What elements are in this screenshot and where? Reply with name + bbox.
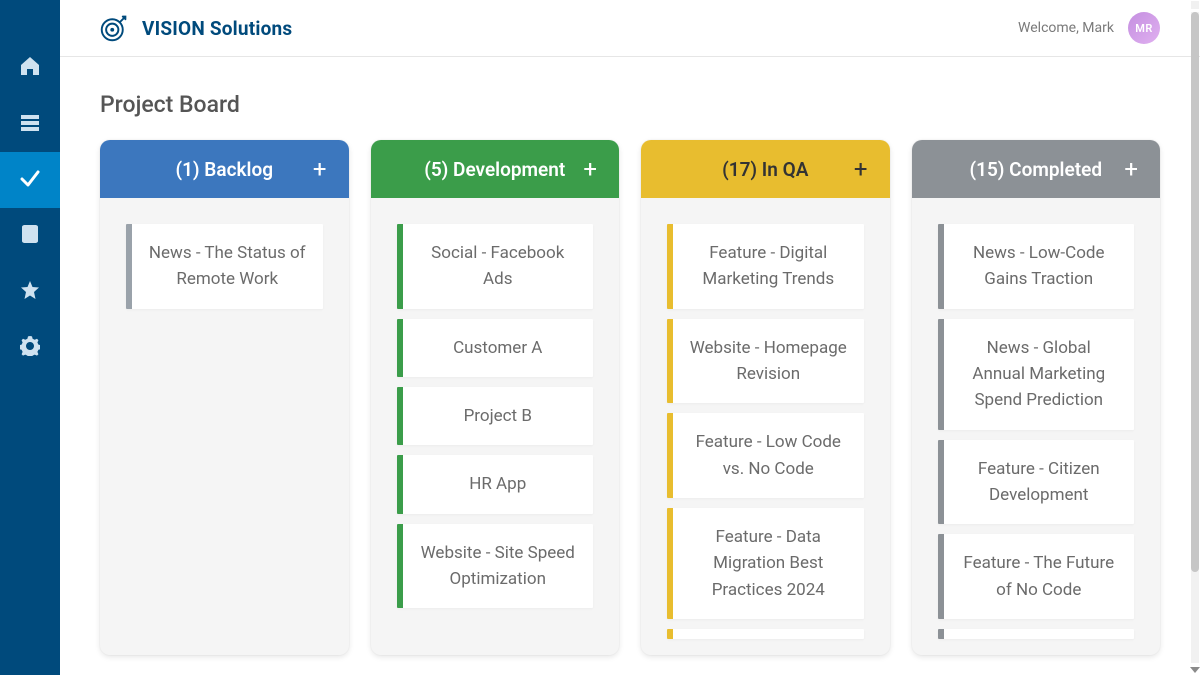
column-title: (5) Development [424, 158, 565, 181]
home-icon [20, 56, 40, 80]
column-add-button[interactable]: + [854, 157, 868, 181]
card[interactable]: Feature - Data Migration Best Practices … [667, 508, 864, 619]
sidebar-item-check[interactable] [0, 152, 60, 208]
page-title: Project Board [60, 57, 1200, 140]
column-body: Feature - Digital Marketing Trends Websit… [641, 198, 890, 655]
welcome-text: Welcome, Mark [1018, 20, 1114, 36]
check-icon [20, 168, 40, 192]
board: (1) Backlog + News - The Status of Remote … [60, 140, 1200, 675]
star-icon [20, 280, 40, 304]
column-title: (17) In QA [722, 158, 808, 181]
main-area: VISION Solutions Welcome, Mark MR Projec… [60, 0, 1200, 675]
card[interactable]: News - Global Annual Marketing Spend Pre… [938, 319, 1135, 430]
column-header: (5) Development + [371, 140, 620, 198]
brand-logo-icon [100, 14, 128, 42]
brand-name: VISION Solutions [142, 17, 292, 40]
card[interactable]: Feature - Digital Marketing Trends [667, 224, 864, 309]
column-body: Social - Facebook Ads Customer A Project B… [371, 198, 620, 655]
card-partial[interactable] [938, 629, 1135, 639]
column-completed: (15) Completed + News - Low-Code Gains Tra… [912, 140, 1161, 655]
brand[interactable]: VISION Solutions [100, 14, 292, 42]
column-backlog: (1) Backlog + News - The Status of Remote … [100, 140, 349, 655]
card-partial[interactable] [667, 629, 864, 639]
column-add-button[interactable]: + [583, 157, 597, 181]
avatar[interactable]: MR [1128, 12, 1160, 44]
card[interactable]: Website - Site Speed Optimization [397, 524, 594, 609]
column-body: News - Low-Code Gains Traction News - Glo… [912, 198, 1161, 655]
card[interactable]: Website - Homepage Revision [667, 319, 864, 404]
column-header: (15) Completed + [912, 140, 1161, 198]
app-root: VISION Solutions Welcome, Mark MR Projec… [0, 0, 1200, 675]
sidebar-item-settings[interactable] [0, 320, 60, 376]
card[interactable]: Project B [397, 387, 594, 445]
sidebar-item-star[interactable] [0, 264, 60, 320]
card[interactable]: News - The Status of Remote Work [126, 224, 323, 309]
column-development: (5) Development + Social - Facebook Ads Cus… [371, 140, 620, 655]
settings-icon [20, 336, 40, 360]
sidebar [0, 0, 60, 675]
column-body: News - The Status of Remote Work [100, 198, 349, 655]
column-title: (1) Backlog [175, 158, 273, 181]
card[interactable]: HR App [397, 455, 594, 513]
card[interactable]: Social - Facebook Ads [397, 224, 594, 309]
column-add-button[interactable]: + [313, 157, 327, 181]
card[interactable]: Feature - Low Code vs. No Code [667, 413, 864, 498]
stack-icon [20, 112, 40, 136]
sidebar-item-stack[interactable] [0, 96, 60, 152]
column-add-button[interactable]: + [1124, 157, 1138, 181]
card[interactable]: Feature - The Future of No Code [938, 534, 1135, 619]
card[interactable]: Customer A [397, 319, 594, 377]
sidebar-item-book[interactable] [0, 208, 60, 264]
user-area: Welcome, Mark MR [1018, 12, 1160, 44]
book-icon [20, 224, 40, 248]
card[interactable]: News - Low-Code Gains Traction [938, 224, 1135, 309]
column-in-qa: (17) In QA + Feature - Digital Marketing T… [641, 140, 890, 655]
column-header: (1) Backlog + [100, 140, 349, 198]
column-header: (17) In QA + [641, 140, 890, 198]
header: VISION Solutions Welcome, Mark MR [60, 0, 1200, 57]
card[interactable]: Feature - Citizen Development [938, 440, 1135, 525]
sidebar-item-home[interactable] [0, 40, 60, 96]
column-title: (15) Completed [969, 158, 1102, 181]
